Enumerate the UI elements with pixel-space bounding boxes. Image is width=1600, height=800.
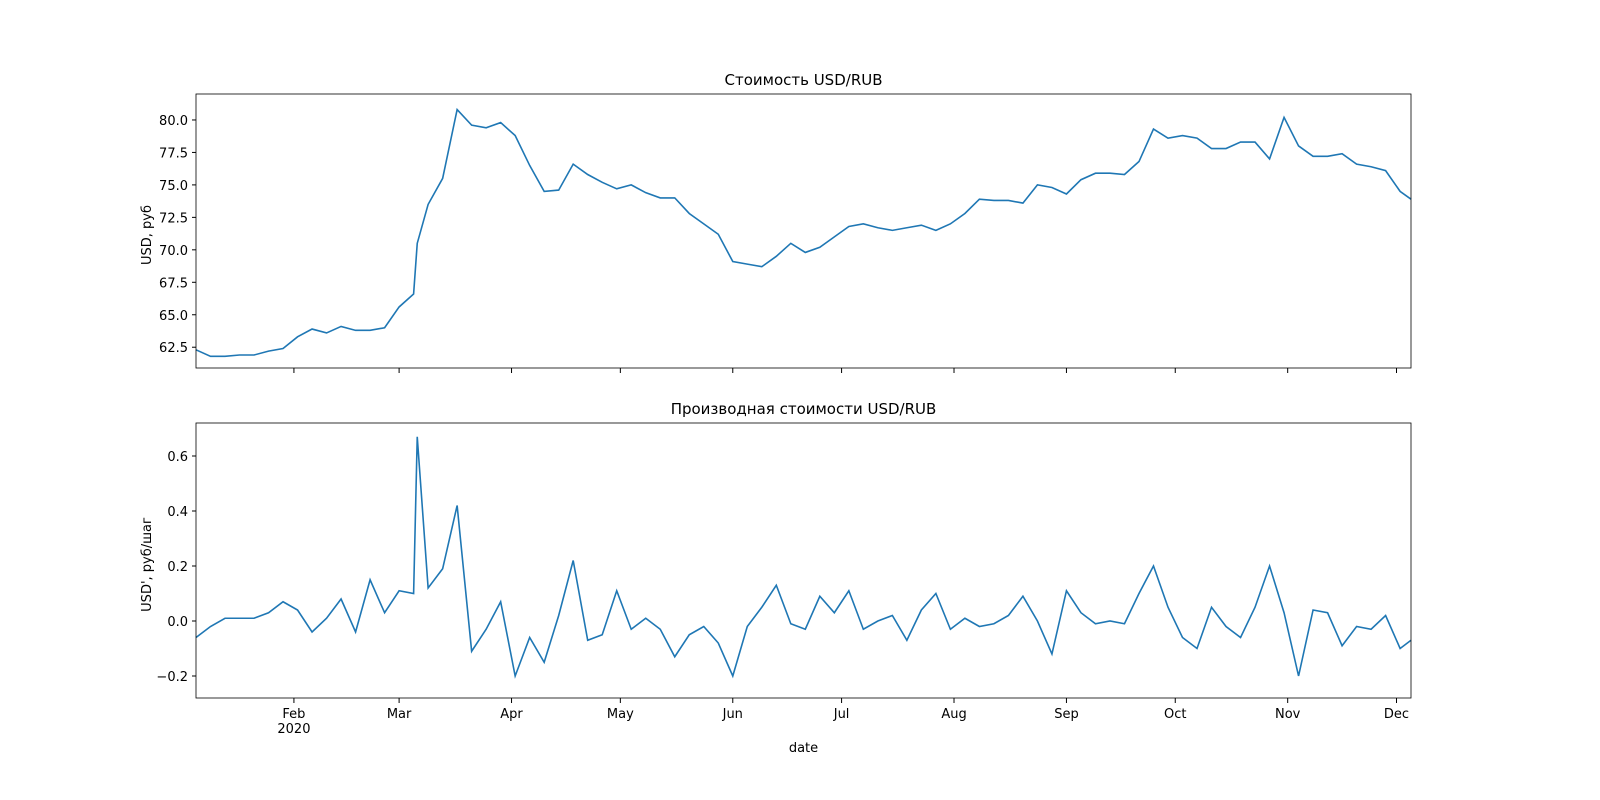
y-tick-label: 80.0 bbox=[159, 114, 188, 129]
x-tick-label: Jun bbox=[722, 707, 743, 722]
x-tick-label: Apr bbox=[500, 707, 523, 722]
y-tick-label: 77.5 bbox=[159, 146, 188, 161]
x-tick-label: Mar bbox=[387, 707, 412, 722]
x-tick-label: Feb bbox=[282, 707, 305, 722]
y-tick-label: 0.2 bbox=[167, 560, 188, 575]
x-tick-label: May bbox=[607, 707, 634, 722]
x-tick-year: 2020 bbox=[277, 722, 310, 737]
y-tick-label: −0.2 bbox=[156, 670, 188, 685]
y-tick-label: 75.0 bbox=[159, 179, 188, 194]
y-tick-label: 67.5 bbox=[159, 276, 188, 291]
y-tick-label: 0.4 bbox=[167, 505, 188, 520]
y-tick-label: 0.6 bbox=[167, 450, 188, 465]
chart-title: Производная стоимости USD/RUB bbox=[671, 400, 937, 418]
x-tick-label: Nov bbox=[1275, 707, 1301, 722]
x-axis-label: date bbox=[789, 741, 818, 756]
y-tick-label: 0.0 bbox=[167, 615, 188, 630]
x-tick-label: Jul bbox=[833, 707, 850, 722]
y-axis-label: USD, руб bbox=[140, 205, 155, 265]
y-axis-label: USD', руб/шаг bbox=[140, 517, 155, 612]
axes-frame bbox=[195, 93, 1412, 369]
x-tick-label: Dec bbox=[1384, 707, 1409, 722]
data-line bbox=[195, 107, 1412, 358]
axes-frame bbox=[195, 422, 1412, 699]
chart-title: Стоимость USD/RUB bbox=[724, 71, 882, 89]
y-tick-label: 62.5 bbox=[159, 341, 188, 356]
data-line bbox=[195, 436, 1412, 679]
x-tick-label: Aug bbox=[941, 707, 966, 722]
y-tick-label: 65.0 bbox=[159, 309, 188, 324]
y-tick-label: 70.0 bbox=[159, 244, 188, 259]
y-tick-label: 72.5 bbox=[159, 211, 188, 226]
x-tick-label: Oct bbox=[1164, 707, 1186, 722]
x-tick-label: Sep bbox=[1054, 707, 1079, 722]
